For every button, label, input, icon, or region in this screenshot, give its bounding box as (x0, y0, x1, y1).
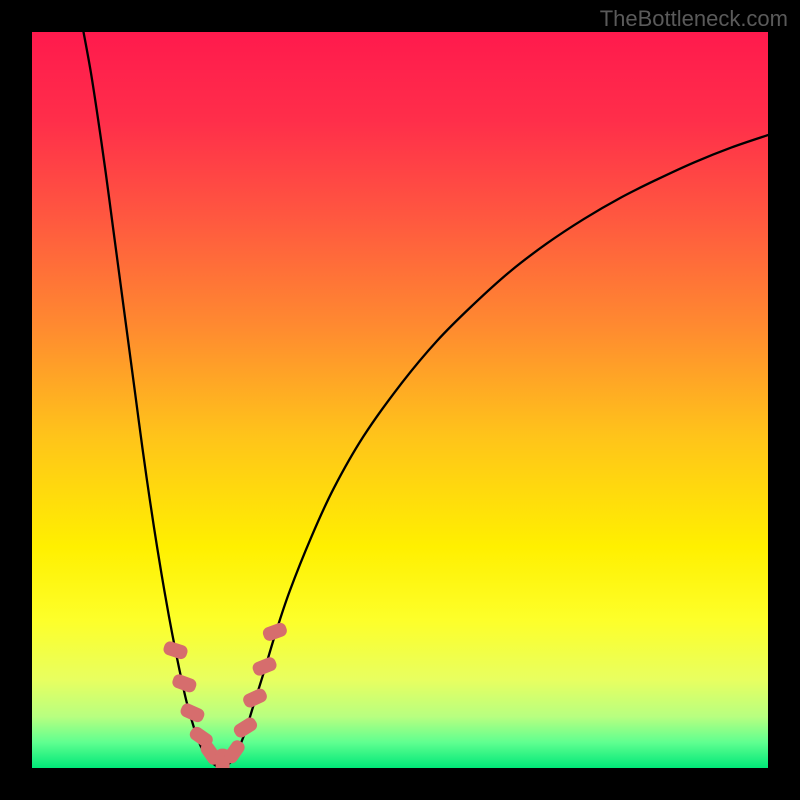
curve-right (222, 135, 768, 768)
plot-frame (32, 32, 768, 768)
curves-layer (32, 32, 768, 768)
marker-point (241, 687, 269, 710)
curve-left (84, 32, 222, 768)
marker-point (162, 640, 189, 661)
marker-point (251, 655, 278, 677)
watermark-text: TheBottleneck.com (600, 6, 788, 32)
marker-point (232, 715, 260, 740)
plot-inner (32, 32, 768, 768)
